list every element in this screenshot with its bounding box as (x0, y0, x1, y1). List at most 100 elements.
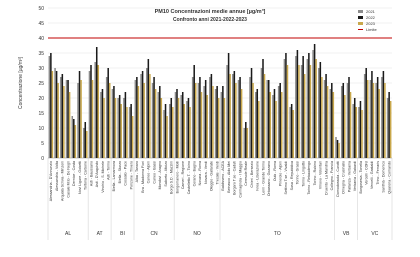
x-tick-label: Beinasco - Aldo Mei (227, 161, 231, 193)
bar (100, 92, 102, 158)
bar (78, 71, 81, 158)
bar (246, 128, 249, 158)
y-tick-label: 0 (41, 156, 44, 162)
bar (298, 65, 300, 158)
x-tick-label: Dernice - Costa (72, 161, 76, 186)
bar (321, 77, 323, 158)
x-tick-label: Quarona - Comando (387, 161, 391, 194)
bar (101, 89, 104, 158)
legend-swatch (358, 10, 363, 13)
x-tick-label: Alba - Tanaro (135, 161, 139, 182)
x-tick-label: Asti - Baussano (89, 161, 93, 186)
bar (371, 71, 373, 158)
bar (346, 83, 349, 158)
bar (372, 83, 375, 158)
bar (256, 89, 259, 158)
bar (344, 95, 346, 158)
x-tick-label: Torino - Rebaudengo (307, 161, 311, 195)
x-tick-label: Settimo T.se - Vivaldi (284, 161, 288, 195)
bar (51, 71, 54, 158)
x-tick-label: Verbania - Gabardi (353, 161, 357, 191)
y-tick-label: 10 (38, 126, 44, 132)
bar (55, 71, 58, 158)
bar (183, 104, 186, 158)
bar (389, 101, 392, 158)
x-tick-label: Vercelli - Gastaldi (370, 161, 374, 189)
bar (280, 92, 283, 158)
bar (206, 95, 208, 158)
x-tick-label: Leinì - Grande Torino (261, 161, 265, 195)
y-tick-label: 40 (38, 36, 44, 42)
bar (131, 116, 134, 158)
bar (348, 77, 350, 158)
bar (130, 104, 132, 158)
bar (71, 116, 74, 158)
chart-title: PM10 Concentrazioni medie annue [µg/m³] (155, 8, 266, 15)
bar (369, 80, 372, 158)
bar (108, 83, 111, 158)
x-tick-label: Borgo S.D. - Mazzini (170, 161, 174, 194)
y-tick-label: 35 (38, 51, 44, 57)
x-tick-label: Borgomanero - Molli (175, 161, 179, 194)
bar (384, 83, 386, 158)
bar (61, 74, 64, 158)
bar (375, 83, 377, 158)
bar (319, 62, 322, 158)
y-tick-label: 25 (38, 81, 44, 87)
chart-subtitle: Confronto anni 2021-2022-2023 (173, 17, 247, 23)
bar (358, 107, 360, 158)
bar (378, 89, 380, 158)
y-tick-label: 30 (38, 66, 44, 72)
bar (189, 107, 191, 158)
bar (63, 86, 65, 158)
bar (263, 74, 266, 158)
bar (303, 74, 306, 158)
bar (227, 53, 230, 158)
bar (105, 77, 108, 158)
bar (74, 125, 77, 158)
group-label: VC (371, 231, 378, 237)
bar (160, 98, 163, 158)
x-tick-label: Vinovo - Volontari (319, 161, 323, 189)
x-tick-label: Collegno - Francia (330, 161, 334, 190)
bar (312, 50, 314, 158)
x-tick-label: Bra - Madonna Fiori (141, 161, 145, 193)
bar (199, 77, 201, 158)
bar (361, 110, 363, 158)
bar (359, 101, 362, 158)
bar (229, 74, 231, 158)
bar (80, 80, 82, 158)
bar (386, 98, 389, 158)
x-tick-label: Pallanza - Verbania (347, 161, 351, 192)
bar (275, 101, 277, 158)
bar (203, 86, 205, 158)
bar (272, 95, 274, 158)
bar (90, 65, 92, 158)
bar (174, 92, 177, 158)
bar (149, 74, 151, 158)
bar (214, 89, 217, 158)
bar (302, 56, 304, 158)
x-tick-label: Chieri - Bersezio (250, 161, 254, 188)
bar (57, 83, 59, 158)
bar (194, 83, 197, 158)
y-tick-label: 15 (38, 111, 44, 117)
bar (254, 92, 257, 158)
x-tick-label: Novara - Roma (198, 161, 202, 185)
x-tick-label: Trecate - Verdi (215, 161, 219, 185)
bar (136, 77, 138, 158)
x-tick-label: Cuneo - Alpini (147, 161, 151, 184)
bar (54, 68, 56, 158)
bar (124, 92, 127, 158)
bar (147, 59, 150, 158)
y-tick-label: 45 (38, 21, 44, 27)
x-tick-label: Borgosesia - Tonella (359, 161, 363, 194)
x-tick-label: Torino - Grassi (296, 161, 300, 185)
bar (240, 89, 243, 158)
bar (50, 53, 52, 158)
bar (67, 80, 69, 158)
bar (285, 53, 287, 158)
bar (388, 92, 390, 158)
x-tick-label: Baldissero - ACEA (221, 160, 225, 190)
bar (222, 86, 224, 158)
